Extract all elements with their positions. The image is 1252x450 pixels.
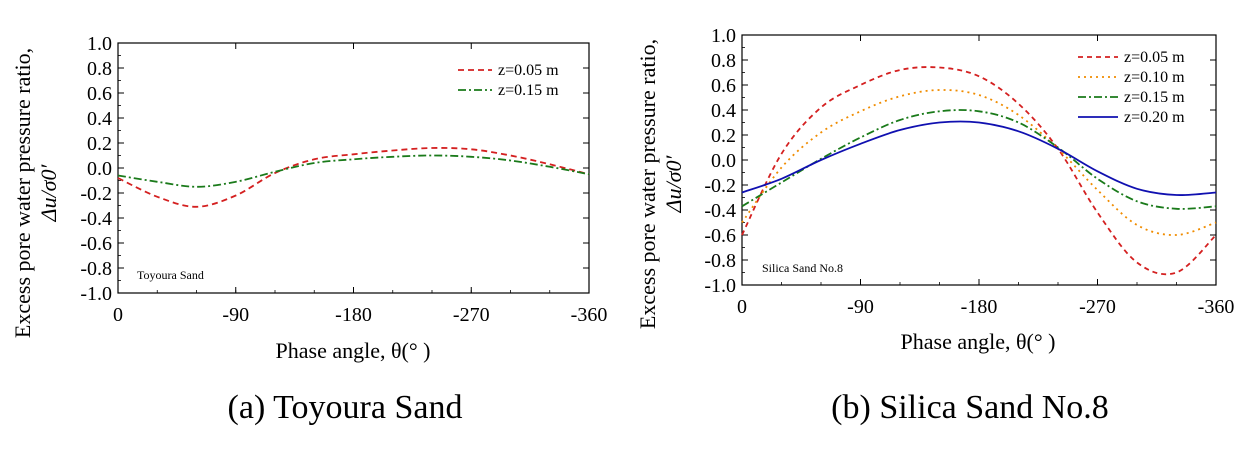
x-tick-label: -360 [571, 304, 608, 326]
x-tick-label: -270 [453, 304, 490, 326]
y-tick-label: 0.2 [87, 133, 112, 155]
y-tick-label: 0.6 [711, 75, 736, 97]
x-axis-label: Phase angle, θ(° ) [901, 329, 1056, 354]
legend-label: z=0.15 m [498, 82, 559, 99]
legend-label: z=0.15 m [1124, 89, 1185, 106]
y-axis-label-line1: Excess pore water pressure ratio, [10, 48, 35, 338]
y-axis-label: Excess pore water pressure ratio, Δu/σ0′ [10, 48, 61, 338]
y-axis-label-line2: Δu/σ0′ [661, 154, 686, 213]
panel-toyoura-sand: 1.0 0.8 0.6 0.4 0.2 0.0 -0.2 -0.4 -0.6 -0.8 -1.00 -… [10, 33, 607, 426]
x-tick-label: 0 [113, 304, 123, 326]
y-tick-label: 0.0 [711, 150, 736, 172]
y-tick-label: 0.8 [711, 50, 736, 72]
x-tick-label: -180 [961, 296, 998, 318]
legend-label: z=0.05 m [498, 62, 559, 79]
series-line-z-0-15-m [117, 154, 590, 188]
series-line-z-0-20-m [741, 120, 1217, 196]
y-tick-label: -0.6 [80, 233, 112, 255]
legend-label: z=0.20 m [1124, 109, 1185, 126]
y-tick-label: -1.0 [80, 283, 112, 305]
y-tick-label: -0.8 [704, 250, 736, 272]
y-tick-label: -0.4 [704, 200, 736, 222]
inset-label: Silica Sand No.8 [762, 261, 843, 275]
series-line-z-0-05-m [117, 147, 590, 208]
x-tick-label: 0 [737, 296, 747, 318]
y-tick-label: -1.0 [704, 275, 736, 297]
x-axis-label: Phase angle, θ(° ) [276, 338, 431, 363]
x-tick-label: -90 [847, 296, 874, 318]
series-line-z-0-15-m [741, 109, 1217, 210]
y-tick-label: 0.0 [87, 158, 112, 180]
y-tick-label: 1.0 [711, 25, 736, 47]
y-tick-label: 0.4 [711, 100, 736, 122]
y-tick-label: -0.2 [704, 175, 736, 197]
x-tick-label: -270 [1079, 296, 1116, 318]
y-tick-label: -0.2 [80, 183, 112, 205]
legend-label: z=0.10 m [1124, 69, 1185, 86]
panel-silica-sand: 1.0 0.8 0.6 0.4 0.2 0.0 -0.2 -0.4 -0.6 -0.8 -1.00 -… [635, 25, 1234, 426]
y-axis-label: Excess pore water pressure ratio, Δu/σ0′ [635, 39, 686, 329]
series-line-z-0-10-m [741, 89, 1217, 236]
y-tick-label: 0.2 [711, 125, 736, 147]
y-axis-label-line1: Excess pore water pressure ratio, [635, 39, 660, 329]
panel-caption: (a) Toyoura Sand [228, 389, 463, 426]
inset-label: Toyoura Sand [137, 268, 204, 282]
x-tick-label: -180 [335, 304, 372, 326]
panel-caption: (b) Silica Sand No.8 [831, 389, 1109, 426]
y-tick-label: -0.8 [80, 258, 112, 280]
y-tick-label: 0.8 [87, 58, 112, 80]
y-tick-label: -0.4 [80, 208, 112, 230]
y-tick-label: -0.6 [704, 225, 736, 247]
plot-frame [117, 42, 590, 294]
y-tick-label: 0.6 [87, 83, 112, 105]
series-line-z-0-05-m [741, 66, 1217, 276]
x-tick-label: -90 [222, 304, 249, 326]
y-tick-label: 1.0 [87, 33, 112, 55]
y-tick-label: 0.4 [87, 108, 112, 130]
legend-label: z=0.05 m [1124, 49, 1185, 66]
y-axis-label-line2: Δu/σ0′ [36, 163, 61, 222]
x-tick-label: -360 [1198, 296, 1235, 318]
